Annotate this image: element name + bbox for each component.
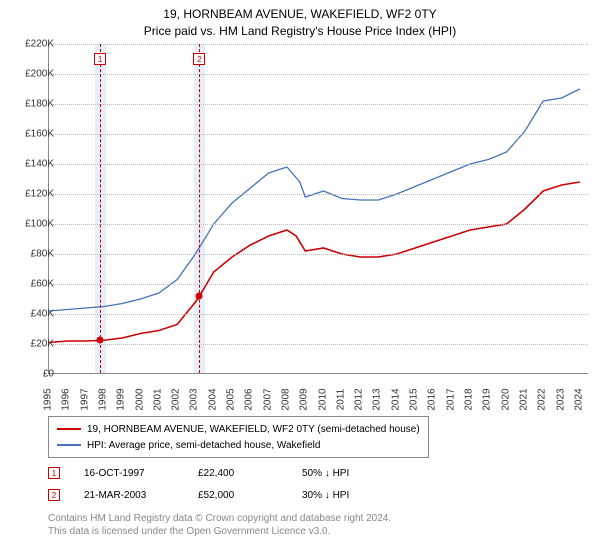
x-axis-label: 1995 [43,388,54,410]
x-axis-label: 2017 [445,388,456,410]
y-axis-label: £220K [25,39,54,50]
x-axis-label: 2008 [280,388,291,410]
footer-line-2: This data is licensed under the Open Gov… [48,525,391,538]
sales-table: 1 16-OCT-1997 £22,400 50% ↓ HPI 2 21-MAR… [48,462,349,506]
y-axis-label: £180K [25,99,54,110]
x-axis-label: 1999 [116,388,127,410]
x-axis-label: 2000 [134,388,145,410]
x-axis-label: 2019 [482,388,493,410]
y-axis-label: £160K [25,129,54,140]
x-axis-label: 2004 [207,388,218,410]
x-axis-label: 2002 [171,388,182,410]
sale-delta: 30% ↓ HPI [302,490,349,501]
sale-marker: 1 [48,467,60,479]
legend-item: 19, HORNBEAM AVENUE, WAKEFIELD, WF2 0TY … [57,421,420,437]
y-axis-label: £140K [25,159,54,170]
x-axis-label: 1997 [79,388,90,410]
sale-marker: 2 [48,489,60,501]
x-axis-label: 1996 [61,388,72,410]
x-axis-label: 2021 [518,388,529,410]
x-axis-label: 2012 [354,388,365,410]
chart-title: 19, HORNBEAM AVENUE, WAKEFIELD, WF2 0TY … [0,0,600,40]
chart-container: 19, HORNBEAM AVENUE, WAKEFIELD, WF2 0TY … [0,0,600,560]
x-axis-label: 2018 [464,388,475,410]
y-axis-label: £40K [31,309,54,320]
sale-row: 1 16-OCT-1997 £22,400 50% ↓ HPI [48,462,349,484]
x-axis-label: 1998 [97,388,108,410]
x-axis-label: 2016 [427,388,438,410]
x-axis-label: 2013 [372,388,383,410]
x-axis-label: 2001 [152,388,163,410]
sale-date: 16-OCT-1997 [84,468,174,479]
chart-plot-area: 12 [48,44,588,374]
sale-price: £22,400 [198,468,278,479]
legend-swatch [57,444,81,446]
y-axis-label: £20K [31,339,54,350]
footer-line-1: Contains HM Land Registry data © Crown c… [48,512,391,525]
x-axis-label: 2009 [299,388,310,410]
y-axis-label: £0 [43,369,54,380]
x-axis-label: 2003 [189,388,200,410]
legend: 19, HORNBEAM AVENUE, WAKEFIELD, WF2 0TY … [48,416,429,458]
x-axis-label: 2015 [409,388,420,410]
sale-delta: 50% ↓ HPI [302,468,349,479]
legend-label: 19, HORNBEAM AVENUE, WAKEFIELD, WF2 0TY … [87,424,420,435]
x-axis-label: 2022 [537,388,548,410]
x-axis-label: 2023 [555,388,566,410]
title-line-1: 19, HORNBEAM AVENUE, WAKEFIELD, WF2 0TY [0,6,600,23]
x-axis-label: 2020 [500,388,511,410]
title-line-2: Price paid vs. HM Land Registry's House … [0,23,600,40]
sale-marker-on-chart: 1 [94,53,106,65]
y-axis-label: £120K [25,189,54,200]
x-axis-label: 2005 [226,388,237,410]
sale-price: £52,000 [198,490,278,501]
y-axis-label: £60K [31,279,54,290]
x-axis-label: 2024 [573,388,584,410]
x-axis-label: 2010 [317,388,328,410]
legend-label: HPI: Average price, semi-detached house,… [87,440,320,451]
x-axis-label: 2011 [335,389,346,411]
y-axis-label: £200K [25,69,54,80]
data-point-marker [196,293,203,300]
footer: Contains HM Land Registry data © Crown c… [48,512,391,538]
sale-date: 21-MAR-2003 [84,490,174,501]
sale-marker-on-chart: 2 [193,53,205,65]
y-axis-label: £80K [31,249,54,260]
x-axis-label: 2007 [262,388,273,410]
data-point-marker [97,337,104,344]
legend-item: HPI: Average price, semi-detached house,… [57,437,420,453]
x-axis-label: 2006 [244,388,255,410]
y-axis-label: £100K [25,219,54,230]
legend-swatch [57,428,81,430]
sale-row: 2 21-MAR-2003 £52,000 30% ↓ HPI [48,484,349,506]
x-axis-label: 2014 [390,388,401,410]
chart-svg [49,44,588,373]
